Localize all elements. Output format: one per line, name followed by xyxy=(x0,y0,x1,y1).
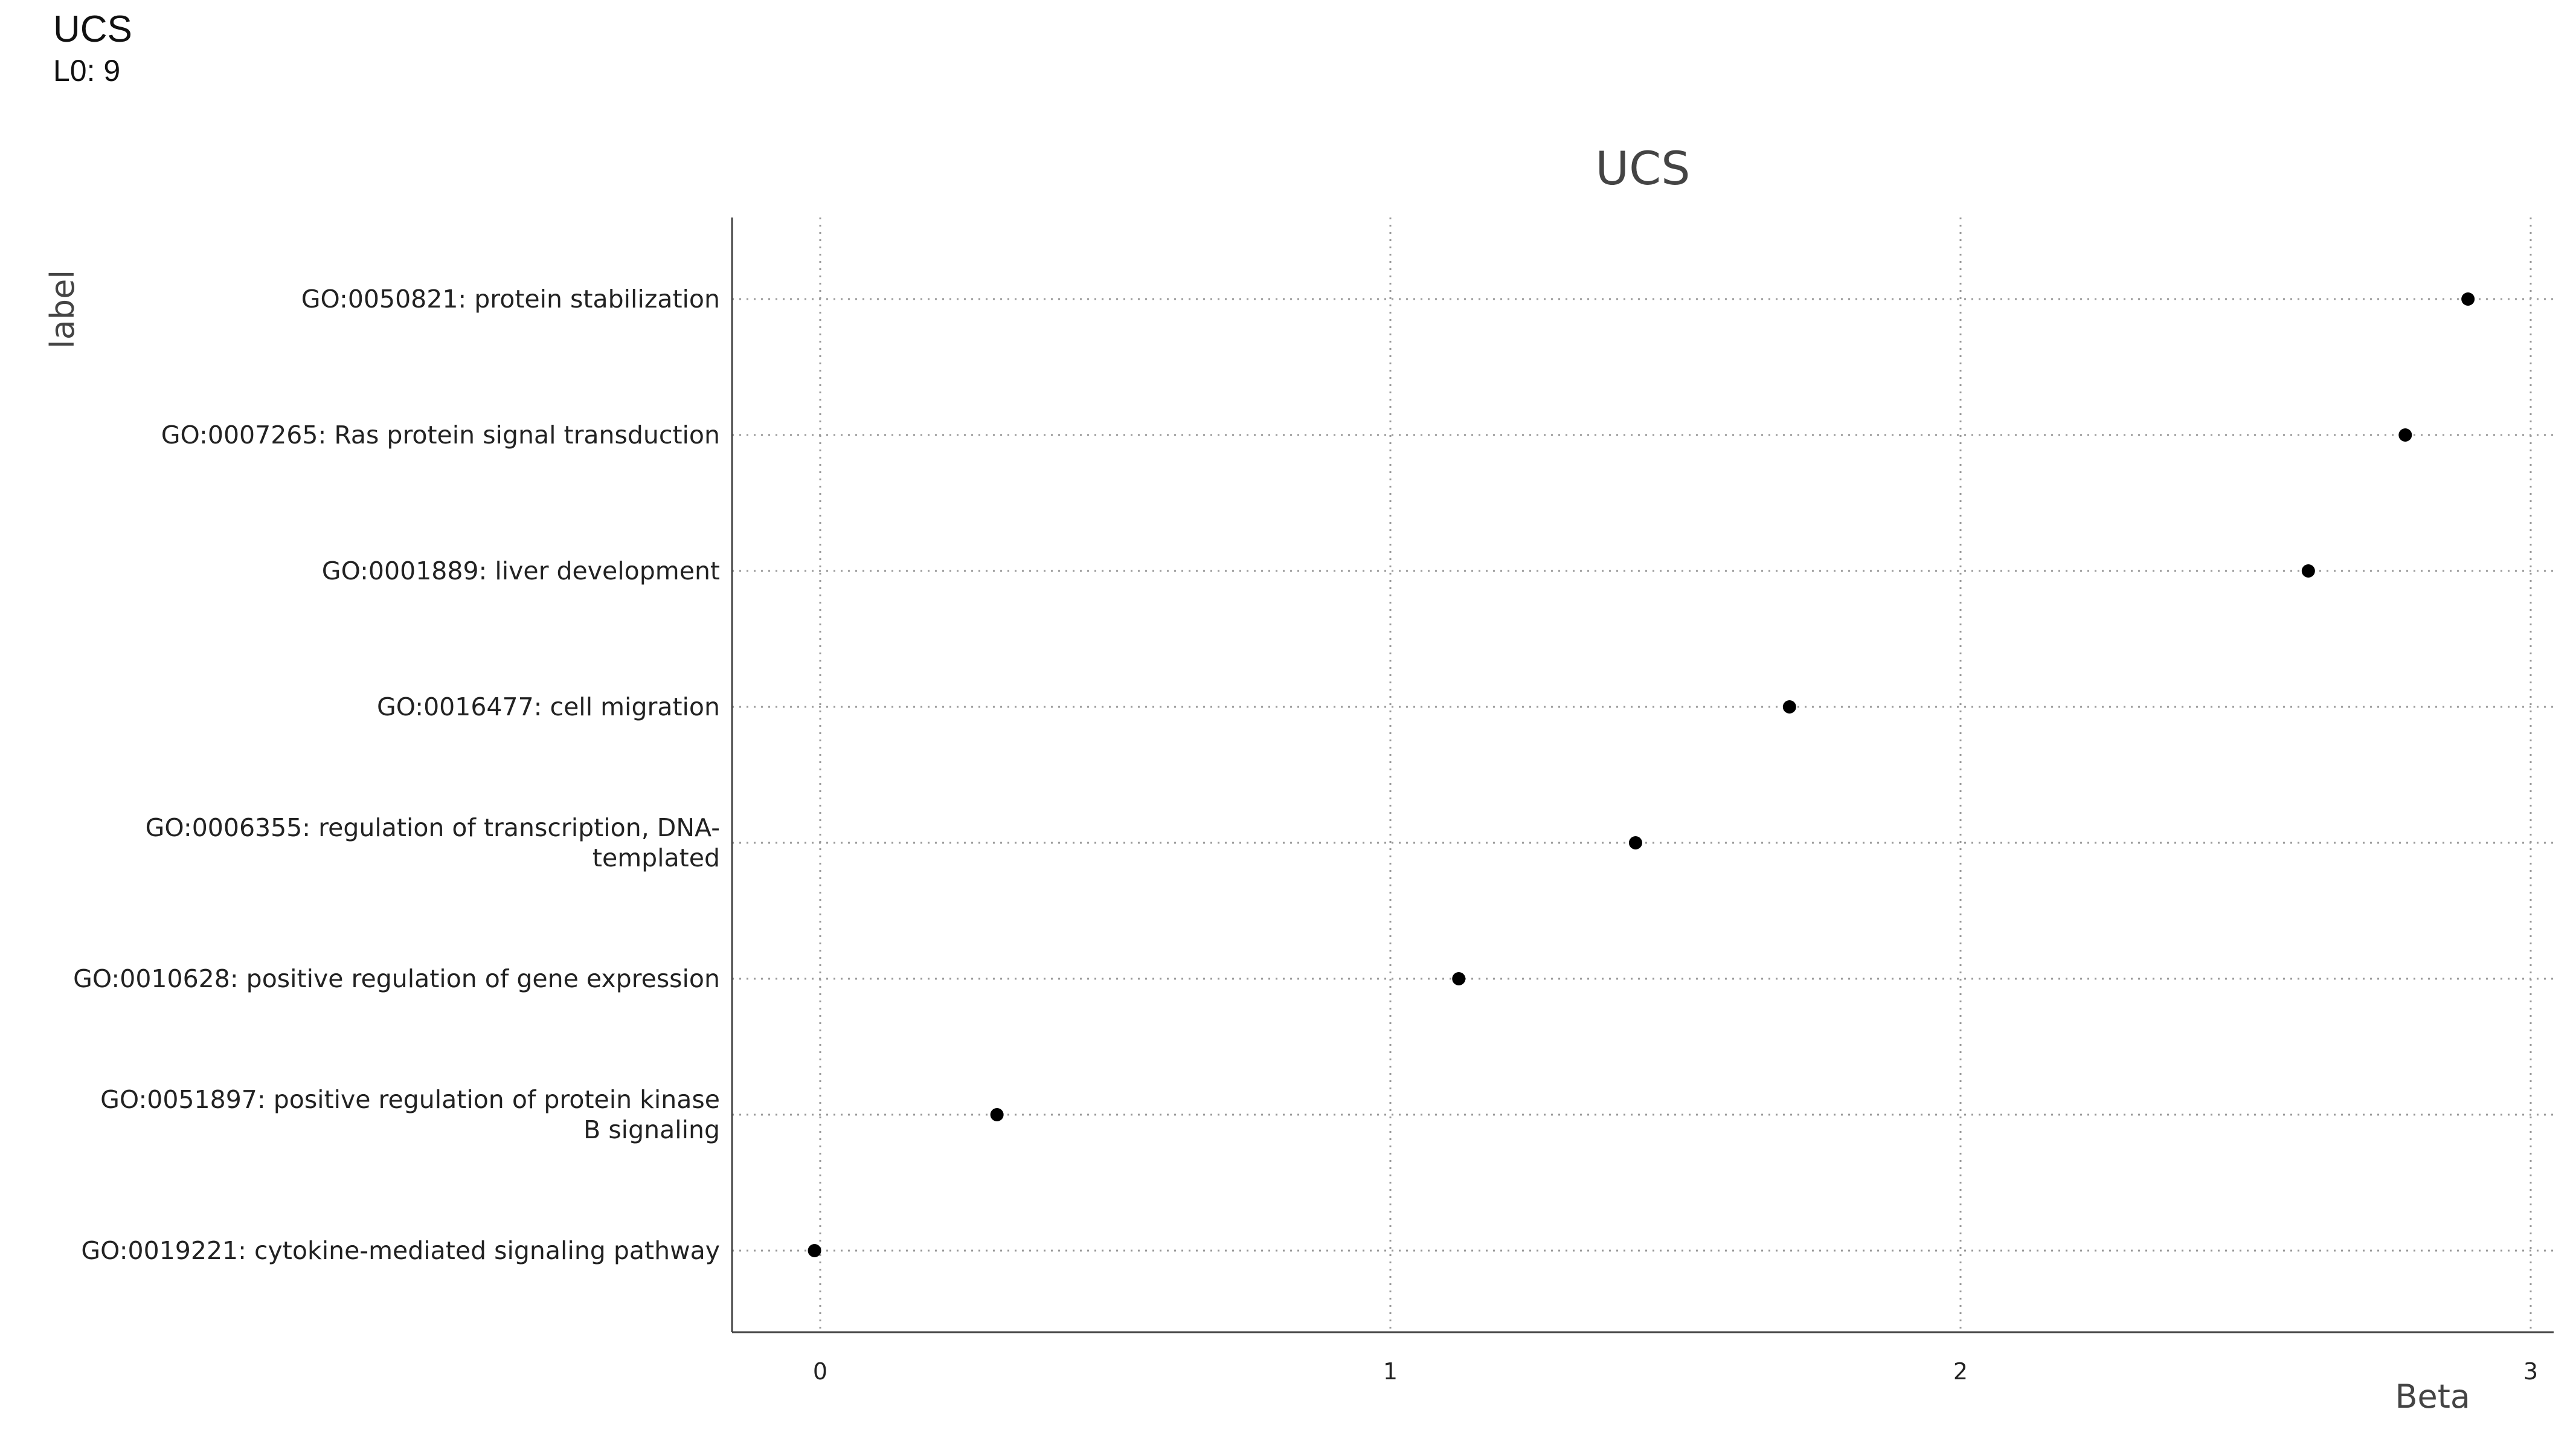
page-header: UCS L0: 9 xyxy=(53,7,132,89)
x-tick-label: 2 xyxy=(1953,1358,1968,1385)
category-label: GO:0001889: liver development xyxy=(322,556,720,585)
category-label: GO:0016477: cell migration xyxy=(377,692,720,721)
category-label: GO:0051897: positive regulation of prote… xyxy=(100,1085,720,1144)
x-tick-label: 1 xyxy=(1383,1358,1398,1385)
data-point xyxy=(1628,836,1642,849)
category-label: GO:0007265: Ras protein signal transduct… xyxy=(161,420,720,450)
data-point xyxy=(1782,700,1796,714)
x-tick-labels: 0 1 2 3 xyxy=(813,1358,2538,1385)
grid-lines xyxy=(732,218,2554,1332)
data-point xyxy=(808,1244,821,1257)
data-point xyxy=(2301,564,2315,578)
x-tick-label: 3 xyxy=(2523,1358,2538,1385)
data-point xyxy=(1452,972,1466,985)
category-labels: GO:0050821: protein stabilization GO:0007… xyxy=(73,285,720,1265)
header-title: UCS xyxy=(53,8,132,50)
x-tick-label: 0 xyxy=(813,1358,827,1385)
category-label: GO:0019221: cytokine-mediated signaling … xyxy=(81,1236,720,1265)
header-subtitle: L0: 9 xyxy=(53,54,121,88)
category-label: GO:0050821: protein stabilization xyxy=(301,285,720,314)
x-axis-title: Beta xyxy=(2395,1378,2470,1416)
category-label: GO:0010628: positive regulation of gene … xyxy=(73,964,720,993)
data-point xyxy=(2398,428,2412,442)
y-axis-title: label xyxy=(43,270,82,349)
data-points xyxy=(808,292,2475,1257)
axes xyxy=(731,218,2554,1333)
data-point xyxy=(2461,292,2475,306)
category-label: GO:0006355: regulation of transcription,… xyxy=(146,813,720,872)
chart-title: UCS xyxy=(1596,141,1691,195)
data-point xyxy=(990,1108,1004,1121)
